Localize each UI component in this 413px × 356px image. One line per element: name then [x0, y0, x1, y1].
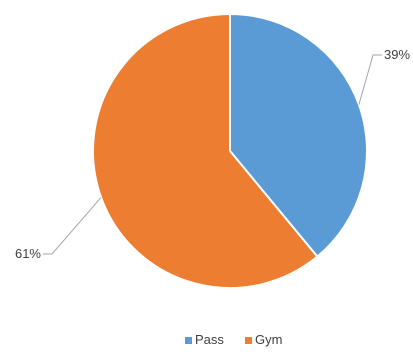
legend-label-gym: Gym [255, 332, 282, 347]
data-label-pass: 39% [384, 47, 410, 62]
legend: Pass Gym [185, 332, 282, 347]
data-label-gym: 61% [15, 246, 41, 261]
leader-line-gym [43, 197, 102, 255]
data-labels: 39% 61% [15, 47, 410, 261]
legend-label-pass: Pass [195, 332, 224, 347]
pie-slice-pass [229, 12, 368, 258]
legend-swatch-pass [185, 337, 192, 344]
pie-slices [92, 12, 368, 289]
leader-lines [43, 54, 382, 255]
leader-line-pass [358, 54, 382, 105]
legend-swatch-gym [245, 337, 252, 344]
